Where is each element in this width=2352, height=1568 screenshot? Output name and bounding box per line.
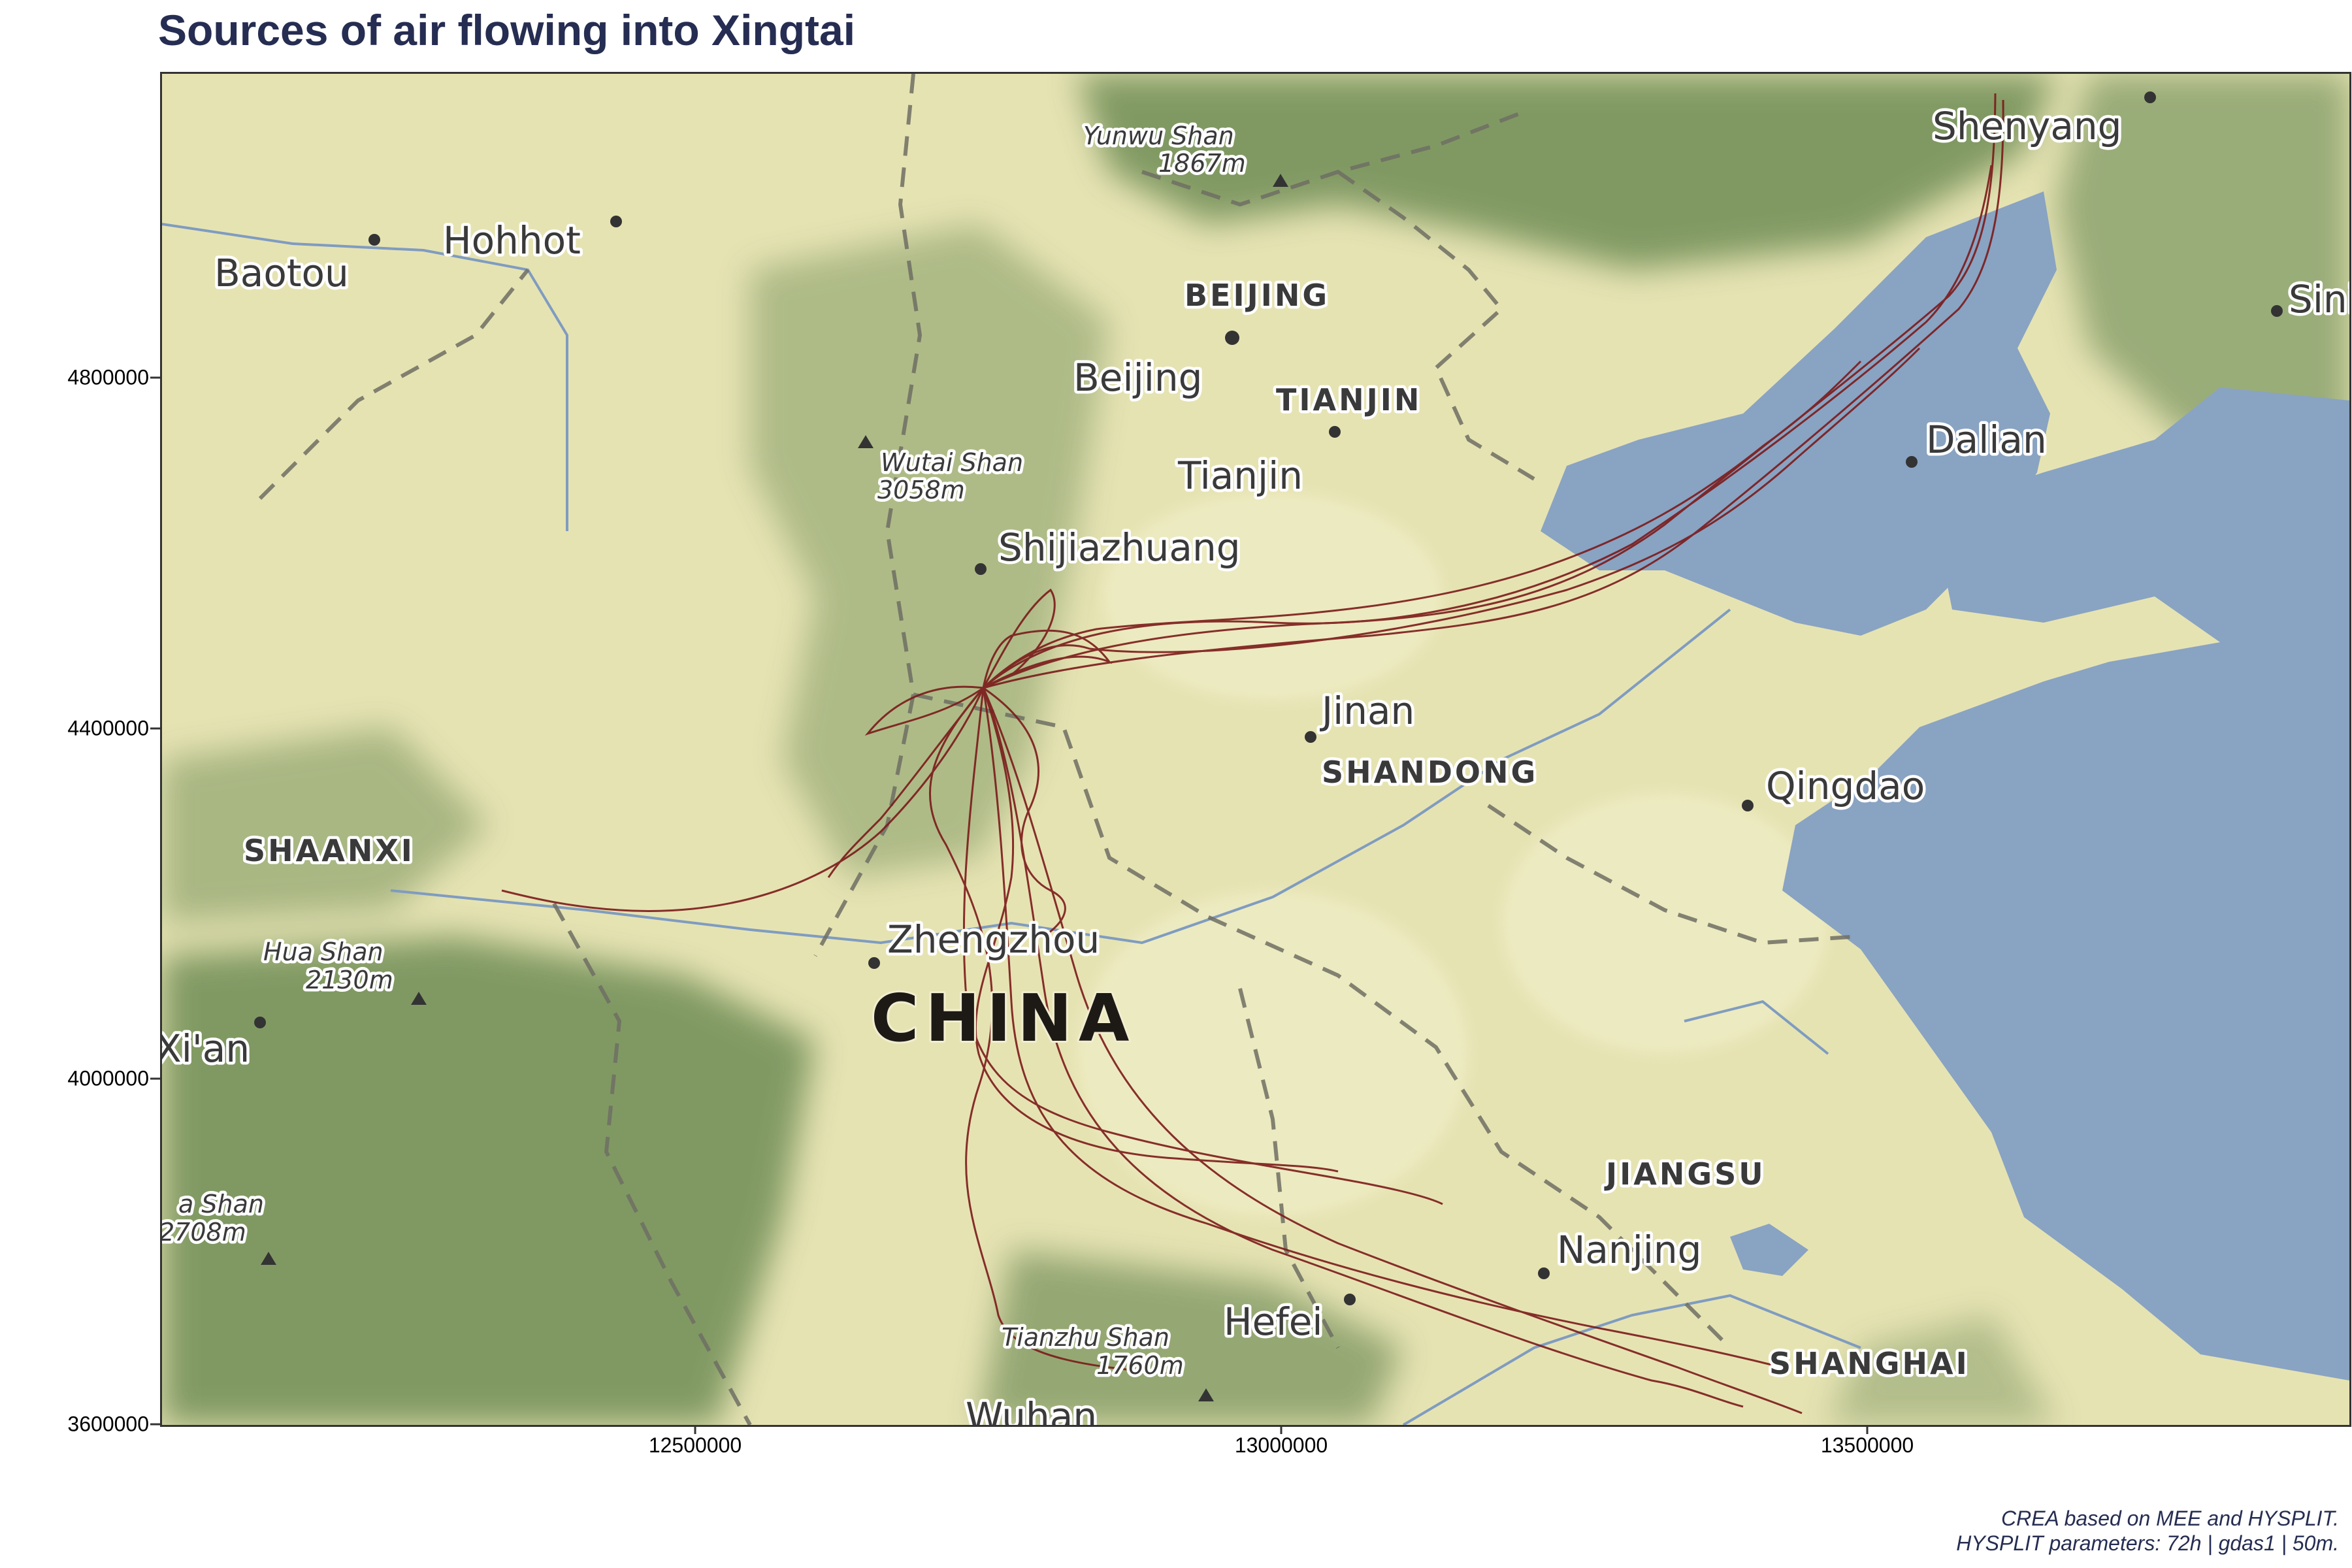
x-tick-label-13500000: 13500000: [1820, 1433, 1914, 1457]
label-beijing: Beijing: [1073, 355, 1202, 400]
label-nanjing: Nanjing: [1557, 1228, 1702, 1272]
label-dalian: Dalian: [1926, 417, 2047, 462]
map-labels: Shenyang Hohhot Baotou Beijing Tianjin D…: [162, 101, 2349, 1426]
label-shaanxi: SHAANXI: [244, 833, 415, 868]
label-shanghai: SHANGHAI: [1769, 1346, 1970, 1381]
label-wuhan: Wuhan: [966, 1394, 1097, 1425]
label-jinan: Jinan: [1320, 689, 1414, 733]
city-marker-jinan: [1305, 731, 1316, 743]
city-marker-xian: [254, 1017, 266, 1028]
y-tick-label-4000000: 4000000: [67, 1066, 149, 1090]
label-shandong: SHANDONG: [1322, 755, 1538, 790]
label-peak-wutai-elev: 3058m: [877, 476, 965, 504]
y-tick-label-4400000: 4400000: [67, 716, 149, 740]
city-marker-shijiazhuang: [975, 563, 987, 575]
city-marker-dalian: [1906, 456, 1918, 468]
trajectory-line: [982, 687, 1744, 1408]
label-qingdao: Qingdao: [1766, 764, 1925, 808]
y-tick-mark-4800000: [150, 376, 160, 379]
city-markers: [254, 91, 2283, 1305]
map-svg[interactable]: Shenyang Hohhot Baotou Beijing Tianjin D…: [162, 74, 2349, 1425]
peak-marker-tianzhu: [1198, 1388, 1214, 1401]
taihu: [1730, 1224, 1808, 1276]
yellow-sea: [1782, 387, 2349, 1380]
label-peak-tianzhu-elev: 1760m: [1096, 1351, 1184, 1380]
peak-marker-yunwu: [1273, 174, 1288, 187]
trajectory-layer: [501, 93, 2004, 1414]
y-tick-mark-4000000: [150, 1077, 160, 1080]
label-peak-hua-name: Hua Shan: [263, 938, 384, 966]
x-tick-mark-12500000: [694, 1425, 696, 1434]
label-shenyang: Shenyang: [1933, 104, 2121, 148]
city-marker-hefei: [1344, 1294, 1356, 1305]
caption-line-1: CREA based on MEE and HYSPLIT.: [2001, 1507, 2339, 1530]
chart-title: Sources of air flowing into Xingtai: [158, 6, 856, 54]
label-zhengzhou: Zhengzhou: [887, 917, 1100, 962]
city-marker-zhengzhou: [868, 957, 880, 969]
trajectory-line: [982, 687, 1783, 1369]
label-peak-yunwu-elev: 1867m: [1158, 149, 1246, 178]
label-peak-tianzhu-name: Tianzhu Shan: [1002, 1323, 1169, 1352]
label-peak-hua-elev: 2130m: [306, 966, 393, 994]
label-tianjin-province: TIANJIN: [1276, 382, 1422, 417]
y-tick-label-3600000: 3600000: [67, 1412, 149, 1436]
trajectory-line: [982, 588, 1056, 689]
city-marker-nanjing: [1538, 1267, 1550, 1279]
label-hefei: Hefei: [1224, 1299, 1323, 1344]
peak-markers: [261, 174, 1288, 1401]
bohai-sea: [1541, 191, 2057, 636]
city-marker-tianjin: [1329, 426, 1341, 438]
label-baotou: Baotou: [214, 251, 349, 295]
trajectory-line: [974, 687, 1339, 1173]
peak-marker-hua: [411, 992, 427, 1005]
sea-areas: [1541, 191, 2349, 1380]
trajectory-line: [982, 687, 1803, 1414]
label-peak-wutai-name: Wutai Shan: [881, 448, 1023, 477]
label-tianjin: Tianjin: [1177, 453, 1303, 498]
city-marker-baotou: [368, 234, 380, 246]
trajectory-line: [929, 687, 1182, 1375]
trajectory-line: [983, 93, 1997, 689]
label-sini: Sini: [2289, 277, 2349, 321]
label-peak-yunwu-name: Yunwu Shan: [1083, 122, 1234, 150]
label-beijing-province: BEIJING: [1184, 278, 1330, 313]
city-marker-hohhot: [610, 216, 622, 227]
label-country-china: CHINA: [871, 980, 1135, 1056]
x-tick-mark-13500000: [1866, 1425, 1869, 1434]
trajectory-line: [962, 687, 1443, 1205]
peak-marker-taibai: [261, 1252, 276, 1265]
trajectory-line: [501, 687, 985, 912]
city-marker-shenyang: [2144, 91, 2156, 103]
x-tick-label-13000000: 13000000: [1234, 1433, 1328, 1457]
label-peak-taibai-name: a Shan: [178, 1190, 264, 1218]
label-xian: Xi'an: [162, 1026, 250, 1071]
label-jiangsu: JIANGSU: [1604, 1156, 1766, 1192]
trajectory-line: [982, 629, 1113, 689]
y-tick-label-4800000: 4800000: [67, 365, 149, 389]
map-panel[interactable]: Shenyang Hohhot Baotou Beijing Tianjin D…: [160, 72, 2351, 1427]
city-marker-qingdao: [1742, 800, 1754, 811]
lowland-highlights: [1077, 492, 1828, 1217]
trajectory-line: [982, 360, 1862, 689]
x-tick-mark-13000000: [1280, 1425, 1282, 1434]
caption-line-2: HYSPLIT parameters: 72h | gdas1 | 50m.: [1956, 1531, 2339, 1555]
trajectory-line: [983, 687, 1066, 938]
rivers: [162, 223, 1861, 1425]
trajectory-line: [982, 347, 1921, 689]
label-hohhot: Hohhot: [443, 218, 581, 263]
relief-shading: [162, 74, 2349, 1425]
city-marker-beijing: [1225, 331, 1239, 345]
x-tick-label-12500000: 12500000: [648, 1433, 742, 1457]
city-marker-sini: [2271, 305, 2283, 317]
y-tick-mark-3600000: [150, 1423, 160, 1426]
trajectory-line: [864, 685, 984, 736]
y-tick-mark-4400000: [150, 727, 160, 730]
peak-marker-wutai: [858, 435, 874, 448]
source-caption: CREA based on MEE and HYSPLIT. HYSPLIT p…: [1956, 1506, 2339, 1556]
label-peak-taibai-elev: 2708m: [162, 1218, 246, 1247]
label-shijiazhuang: Shijiazhuang: [998, 525, 1241, 570]
